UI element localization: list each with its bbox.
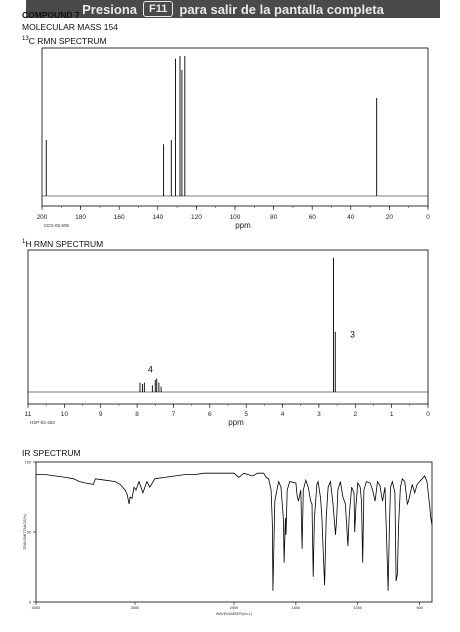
h1-tick-label: 5: [244, 411, 248, 418]
ir-frame: [35, 461, 433, 603]
h1-tick-label: 11: [25, 411, 32, 418]
ir-x-tick-label: 1500: [292, 606, 300, 610]
c13-tick-label: 140: [152, 214, 163, 221]
h1-code: HSP-02-453: [30, 420, 55, 425]
h1-tick-label: 0: [426, 411, 430, 418]
h1-tick-label: 8: [135, 411, 139, 418]
h1-superscript: 1: [22, 239, 26, 245]
h1-tick-label: 4: [281, 411, 285, 418]
banner-prefix: Presiona: [82, 1, 138, 17]
c13-tick-label: 160: [114, 214, 125, 221]
h1-tick-label: 6: [208, 411, 212, 418]
ir-spectrum-title: IR SPECTRUM: [22, 448, 81, 458]
ir-ylabel: TRANSMITTANCE(%): [23, 514, 27, 550]
c13-superscript: 13: [22, 36, 29, 42]
c13-tick-label: 180: [75, 214, 86, 221]
h1-tick-label: 10: [61, 411, 69, 418]
h1-tick-label: 1: [390, 411, 394, 418]
c13-tick-label: 80: [270, 214, 278, 221]
ir-x-tick-label: 4000: [32, 606, 40, 610]
c13-tick-label: 200: [37, 214, 48, 221]
c13-tick-label: 60: [309, 214, 317, 221]
compound-title: COMPOUND 7: [22, 10, 80, 20]
ir-y-tick-label: 0: [29, 601, 31, 605]
c13-tick-label: 40: [347, 214, 355, 221]
ir-y-tick-label: 50: [27, 531, 31, 535]
ir-y-tick-label: 100: [25, 461, 31, 465]
h1-title-text: H RMN SPECTRUM: [25, 238, 104, 249]
c13-xlabel: ppm: [235, 221, 251, 230]
ir-x-tick-label: 1000: [354, 606, 362, 610]
molecular-mass: MOLECULAR MASS 154: [22, 22, 118, 32]
c13-tick-label: 120: [191, 214, 202, 221]
ir-trace: [36, 472, 433, 591]
h1-tick-label: 2: [353, 411, 357, 418]
fullscreen-banner: Presiona F11 para salir de la pantalla c…: [26, 0, 440, 18]
ir-xlabel: WAVENUMBER(cm-1): [216, 612, 252, 616]
ir-spectrum-chart: 4000 3000 2000 1500 1000 500 0 50 100 WAVENUMBER(…: [23, 461, 433, 616]
c13-tick-label: 100: [230, 214, 241, 221]
f11-key-badge: F11: [143, 1, 174, 17]
h1-annotation: 4: [148, 365, 153, 375]
c13-frame: [41, 47, 429, 207]
h1-xlabel: ppm: [228, 418, 244, 427]
ir-x-tick-label: 500: [416, 606, 422, 610]
c13-tick-label: 20: [386, 214, 394, 221]
h1-tick-label: 3: [317, 411, 321, 418]
h1-frame: [27, 249, 429, 405]
c13-spectrum-title: 13C RMN SPECTRUM: [22, 34, 107, 46]
h1-tick-label: 9: [99, 411, 103, 418]
h1-tick-label: 7: [172, 411, 176, 418]
h1-spectrum-title: 1H RMN SPECTRUM: [22, 237, 103, 249]
ir-x-tick-label: 2000: [230, 606, 238, 610]
c13-tick-label: 0: [426, 214, 430, 221]
banner-suffix: para salir de la pantalla completa: [179, 1, 384, 17]
c13-title-text: C RMN SPECTRUM: [28, 35, 107, 46]
ir-x-tick-label: 3000: [131, 606, 139, 610]
c13-code: CDS-05-605: [44, 223, 70, 228]
h1-annotation: 3: [350, 330, 355, 340]
